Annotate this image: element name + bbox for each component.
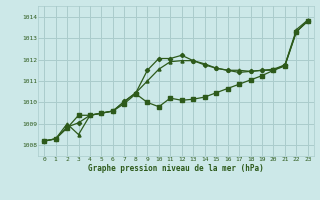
X-axis label: Graphe pression niveau de la mer (hPa): Graphe pression niveau de la mer (hPa) (88, 164, 264, 173)
